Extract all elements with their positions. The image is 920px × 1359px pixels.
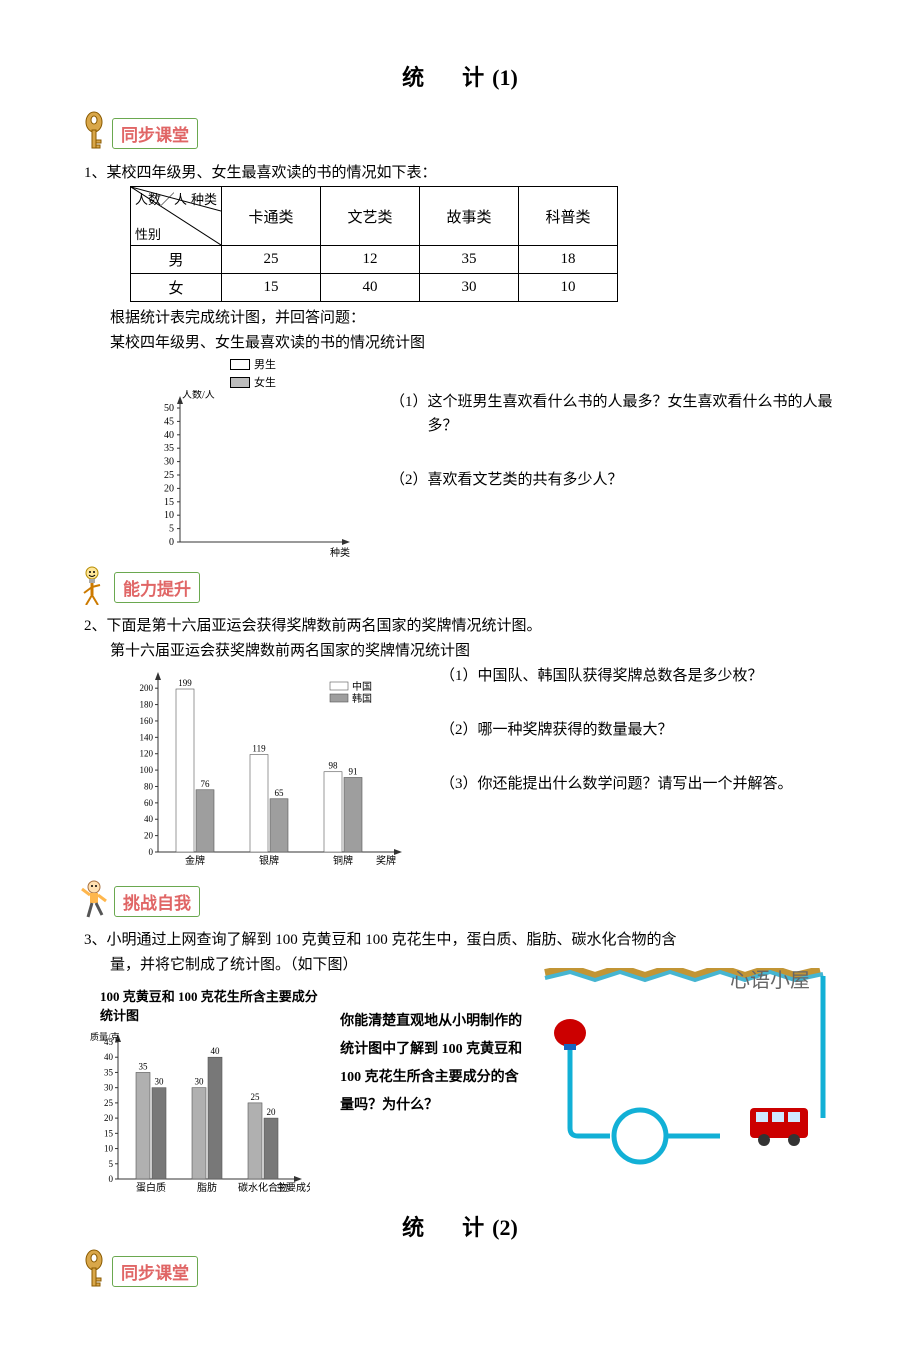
q2-chart: 0 20 40 60 80 100 120 140 160 180 200 199 76 金牌 119 65 银… xyxy=(120,664,410,879)
section-label-sync-2: 同步课堂 xyxy=(112,1256,198,1287)
svg-text:76: 76 xyxy=(201,779,211,789)
svg-text:金牌: 金牌 xyxy=(185,854,205,867)
svg-text:0: 0 xyxy=(109,1174,114,1184)
svg-text:120: 120 xyxy=(140,749,154,759)
svg-text:35: 35 xyxy=(139,1061,149,1071)
svg-text:10: 10 xyxy=(104,1144,114,1154)
svg-text:种类: 种类 xyxy=(330,546,350,559)
section-label-challenge: 挑战自我 xyxy=(114,886,200,917)
svg-text:主要成分: 主要成分 xyxy=(276,1182,310,1194)
q3-question: 你能清楚直观地从小明制作的统计图中了解到 100 克黄豆和 100 克花生所含主… xyxy=(340,1008,530,1120)
page-subtitle: 统 计(2) xyxy=(80,1210,840,1242)
q3-chart-title: 100 克黄豆和 100 克花生所含主要成分统计图 xyxy=(100,986,330,1024)
svg-text:160: 160 xyxy=(140,716,154,726)
svg-text:韩国: 韩国 xyxy=(352,692,372,705)
svg-text:50: 50 xyxy=(164,403,174,414)
svg-text:200: 200 xyxy=(140,683,154,693)
svg-text:人数/人: 人数/人 xyxy=(182,390,215,401)
q1: 1、某校四年级男、女生最喜欢读的书的情况如下表： 人数╱人 种类 性别 卡通类 … xyxy=(80,161,840,565)
section-label-ability: 能力提升 xyxy=(114,572,200,603)
svg-text:30: 30 xyxy=(164,457,174,468)
section-label-sync: 同步课堂 xyxy=(112,118,198,149)
svg-text:40: 40 xyxy=(164,430,174,441)
q1-table: 人数╱人 种类 性别 卡通类 文艺类 故事类 科普类 男 25 12 35 18… xyxy=(130,186,618,302)
svg-text:35: 35 xyxy=(104,1067,114,1077)
page-title: 统 计(1) xyxy=(80,60,840,92)
svg-text:奖牌: 奖牌 xyxy=(376,854,396,867)
q1-sub2: （2）喜欢看文艺类的共有多少人？ xyxy=(390,468,840,492)
svg-text:30: 30 xyxy=(104,1083,114,1093)
key-icon xyxy=(80,1248,108,1295)
xinyu-frame: 心语小屋 xyxy=(540,968,840,1148)
q2-sub3: （3）你还能提出什么数学问题？请写出一个并解答。 xyxy=(440,772,840,796)
svg-text:140: 140 xyxy=(140,732,154,742)
svg-text:98: 98 xyxy=(329,761,339,771)
section-sync-2: 同步课堂 xyxy=(80,1248,840,1295)
svg-text:0: 0 xyxy=(149,847,154,857)
svg-text:30: 30 xyxy=(155,1077,165,1087)
q1-legend: 男生 女生 xyxy=(230,356,276,390)
svg-text:30: 30 xyxy=(195,1077,205,1087)
svg-text:25: 25 xyxy=(104,1098,114,1108)
svg-text:40: 40 xyxy=(104,1052,114,1062)
svg-text:5: 5 xyxy=(109,1159,114,1169)
svg-text:脂肪: 脂肪 xyxy=(197,1181,217,1194)
svg-text:10: 10 xyxy=(164,510,174,521)
q1-sub1: （1）这个班男生喜欢看什么书的人最多？女生喜欢看什么书的人最多？ xyxy=(390,390,840,438)
svg-text:蛋白质: 蛋白质 xyxy=(136,1181,166,1194)
svg-text:80: 80 xyxy=(144,781,154,791)
svg-text:质量/克: 质量/克 xyxy=(90,1031,120,1042)
svg-text:15: 15 xyxy=(164,497,174,508)
q3: 3、小明通过上网查询了解到 100 克黄豆和 100 克花生中，蛋白质、脂肪、碳… xyxy=(80,928,840,1206)
svg-text:20: 20 xyxy=(104,1113,114,1123)
svg-text:25: 25 xyxy=(164,470,174,481)
section-challenge: 挑战自我 xyxy=(80,879,840,924)
svg-text:20: 20 xyxy=(164,483,174,494)
q1-empty-chart: 0 5 10 15 20 25 30 35 40 45 50 人数/人种类 xyxy=(140,390,360,565)
svg-text:银牌: 银牌 xyxy=(259,854,279,867)
svg-text:40: 40 xyxy=(144,814,154,824)
q3-chart: 051015202530354045质量/克3530蛋白质3040脂肪2520碳… xyxy=(80,1026,310,1201)
svg-text:25: 25 xyxy=(251,1092,261,1102)
svg-text:40: 40 xyxy=(211,1046,221,1056)
svg-text:91: 91 xyxy=(349,766,358,776)
svg-text:180: 180 xyxy=(140,700,154,710)
svg-text:119: 119 xyxy=(252,744,266,754)
legend-swatch-b xyxy=(230,377,250,388)
svg-text:65: 65 xyxy=(275,788,285,798)
section-sync: 同步课堂 xyxy=(80,110,840,157)
legend-swatch-a xyxy=(230,359,250,370)
child-bulb-icon xyxy=(80,565,110,610)
svg-text:100: 100 xyxy=(140,765,154,775)
svg-text:20: 20 xyxy=(267,1107,277,1117)
q2: 2、下面是第十六届亚运会获得奖牌数前两名国家的奖牌情况统计图。 第十六届亚运会获… xyxy=(80,614,840,879)
kid-jump-icon xyxy=(80,879,110,924)
svg-text:中国: 中国 xyxy=(352,680,372,693)
svg-text:45: 45 xyxy=(164,416,174,427)
diag-header: 人数╱人 种类 性别 xyxy=(131,187,222,246)
svg-text:铜牌: 铜牌 xyxy=(333,854,353,867)
key-icon xyxy=(80,110,108,157)
svg-text:15: 15 xyxy=(104,1128,114,1138)
section-ability: 能力提升 xyxy=(80,565,840,610)
svg-text:0: 0 xyxy=(169,537,174,548)
svg-text:60: 60 xyxy=(144,798,154,808)
svg-text:35: 35 xyxy=(164,443,174,454)
svg-text:5: 5 xyxy=(169,524,174,535)
q2-sub1: （1）中国队、韩国队获得奖牌总数各是多少枚？ xyxy=(440,664,840,688)
q2-sub2: （2）哪一种奖牌获得的数量最大？ xyxy=(440,718,840,742)
svg-text:20: 20 xyxy=(144,831,154,841)
svg-text:199: 199 xyxy=(178,678,192,688)
